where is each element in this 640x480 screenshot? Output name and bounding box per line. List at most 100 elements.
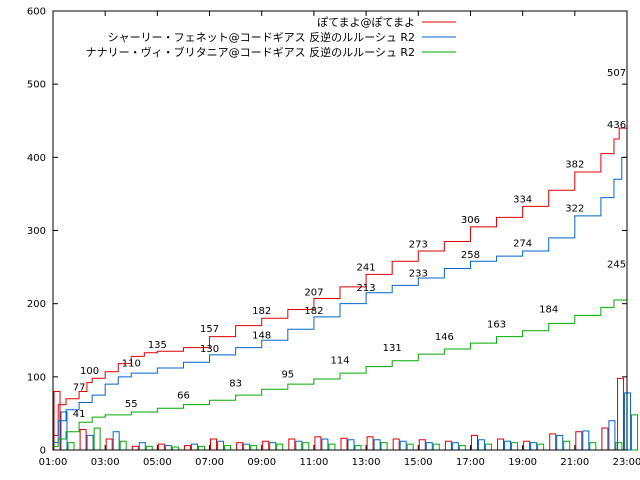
- x-tick-label-10: 21:00: [560, 457, 589, 468]
- bar-16-series-0: [470, 434, 478, 451]
- bar-18-series-1: [530, 442, 538, 451]
- bar-17-series-2: [511, 442, 519, 451]
- x-tick-label-3: 07:00: [195, 457, 224, 468]
- bar-19-series-0: [549, 433, 557, 451]
- bar-5-series-1: [190, 443, 198, 451]
- bar-2-series-0: [105, 438, 113, 451]
- bar-11-series-1: [347, 439, 355, 451]
- bar-12-series-1: [373, 439, 381, 451]
- bar-13-series-2: [406, 443, 414, 451]
- bar-17-series-0: [497, 438, 505, 451]
- bar-1-series-1: [86, 434, 94, 451]
- data-label-0-9: 382: [565, 160, 584, 171]
- series-line-2: [53, 270, 628, 447]
- y-tick-label-2: 200: [27, 299, 46, 310]
- bar-14-series-0: [418, 439, 426, 451]
- bar-4-series-1: [164, 445, 172, 451]
- bar-2-series-1: [112, 431, 120, 451]
- y-tick-label-1: 100: [27, 372, 46, 383]
- data-label-2-8: 163: [487, 320, 506, 331]
- bar-22-series-2: [631, 414, 639, 451]
- x-tick-label-1: 03:00: [91, 457, 120, 468]
- bar-21-series-2: [615, 442, 623, 451]
- data-label-1-8: 274: [513, 239, 532, 250]
- legend-label-1: シャーリー・フェネット@コードギアス 反逆のルルーシュ R2: [108, 30, 415, 44]
- data-label-1-5: 213: [357, 283, 376, 294]
- data-label-0-7: 306: [461, 215, 480, 226]
- plot-frame: [52, 10, 628, 451]
- data-label-1-6: 233: [409, 269, 428, 280]
- bar-9-series-1: [295, 440, 303, 451]
- bar-0-series-2: [67, 442, 75, 451]
- bar-6-series-0: [210, 438, 218, 451]
- bar-21-series-0: [601, 427, 609, 451]
- data-label-0-3: 182: [252, 306, 271, 317]
- series-line-0: [53, 80, 628, 436]
- bar-11-series-2: [354, 445, 362, 451]
- data-label-1-10: 436: [607, 120, 626, 131]
- bar-7-series-0: [236, 442, 244, 451]
- data-label-2-1: 55: [125, 399, 138, 410]
- bar-13-series-0: [392, 438, 400, 451]
- bar-2-series-2: [119, 440, 127, 451]
- bar-19-series-1: [556, 434, 564, 451]
- bar-19-series-2: [563, 440, 571, 451]
- bar-8-series-2: [276, 443, 284, 451]
- x-tick-label-9: 19:00: [508, 457, 537, 468]
- bar-21-series-1: [608, 420, 616, 451]
- bar-5-series-2: [197, 445, 205, 451]
- x-tick-label-8: 17:00: [456, 457, 485, 468]
- bar-8-series-0: [262, 440, 270, 451]
- x-tick-label-6: 13:00: [352, 457, 381, 468]
- data-labels-layer: 100 135 157 182 207 241 273 306 334 382 507 77 110 13…: [73, 68, 626, 420]
- data-label-1-1: 110: [122, 359, 141, 370]
- data-label-0-6: 273: [409, 239, 428, 250]
- x-tick-label-11: 23:00: [613, 457, 640, 468]
- bar-7-series-2: [250, 445, 258, 451]
- bar-10-series-1: [321, 438, 329, 451]
- data-label-2-4: 95: [281, 369, 294, 380]
- data-label-1-0: 77: [73, 383, 86, 394]
- x-tick-label-5: 11:00: [299, 457, 328, 468]
- bar-1-series-0: [79, 429, 87, 451]
- data-label-0-4: 207: [304, 288, 323, 299]
- data-label-1-3: 148: [252, 331, 271, 342]
- x-tick-label-4: 09:00: [247, 457, 276, 468]
- bar-22-series-1: [624, 392, 632, 451]
- bar-16-series-1: [477, 439, 485, 451]
- bar-3-series-2: [145, 445, 153, 451]
- y-tick-label-0: 0: [40, 446, 46, 457]
- x-tick-label-0: 01:00: [39, 457, 68, 468]
- bar-8-series-1: [269, 442, 277, 451]
- bar-3-series-0: [131, 445, 139, 451]
- bar-12-series-0: [366, 436, 374, 451]
- bar-20-series-2: [589, 442, 597, 451]
- bar-6-series-1: [217, 440, 225, 451]
- data-label-0-5: 241: [357, 263, 376, 274]
- bar-22-series-0: [617, 377, 625, 451]
- series-line-1: [53, 131, 628, 444]
- data-label-0-8: 334: [513, 195, 532, 206]
- bar-17-series-1: [504, 440, 512, 451]
- data-label-1-7: 258: [461, 250, 480, 261]
- bar-15-series-1: [451, 442, 459, 451]
- data-label-2-0: 41: [73, 409, 86, 420]
- bar-3-series-1: [138, 442, 146, 451]
- y-tick-label-3: 300: [27, 226, 46, 237]
- y-tick-label-5: 500: [27, 80, 46, 91]
- data-label-2-5: 114: [330, 356, 349, 367]
- data-label-1-4: 182: [304, 306, 323, 317]
- bar-10-series-2: [328, 443, 336, 451]
- data-label-2-9: 184: [539, 304, 558, 315]
- y-tick-label-4: 400: [27, 153, 46, 164]
- data-label-2-6: 131: [383, 343, 402, 354]
- bar-18-series-2: [537, 443, 545, 451]
- data-label-2-10: 245: [607, 260, 626, 271]
- bar-10-series-0: [314, 436, 322, 451]
- bar-20-series-1: [582, 430, 590, 451]
- bar-12-series-2: [380, 442, 388, 451]
- y-tick-label-6: 600: [27, 7, 46, 18]
